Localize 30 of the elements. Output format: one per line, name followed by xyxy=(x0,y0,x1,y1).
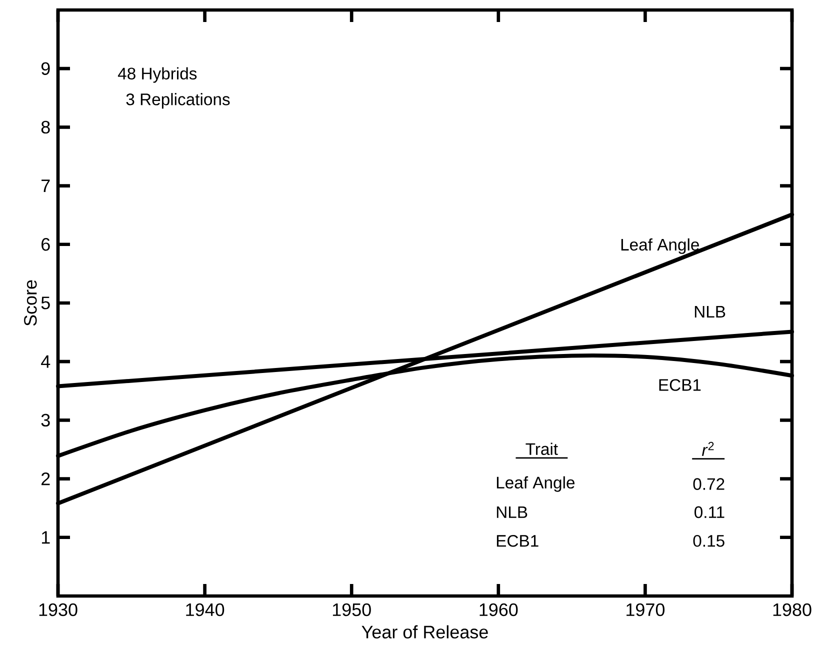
y-tick-label: 4 xyxy=(41,355,50,368)
y-tick-label: 7 xyxy=(42,180,50,192)
x-axis-title: Year of Release xyxy=(362,625,488,638)
annotation: 0.11 xyxy=(694,506,724,518)
annotation: NLB xyxy=(496,506,528,518)
x-tick-label: 1960 xyxy=(480,603,518,616)
y-tick-label: 5 xyxy=(41,296,50,310)
annotation: Trait xyxy=(526,442,558,456)
annotation: 3 Replications xyxy=(126,93,230,109)
y-tick-label: 3 xyxy=(41,414,50,427)
annotation: Leaf Angle xyxy=(496,476,575,492)
annotation: r$^{2}$ xyxy=(702,442,714,456)
x-tick-label: 1950 xyxy=(332,603,371,616)
y-tick-label: 2 xyxy=(42,472,50,486)
y-tick-label: 1 xyxy=(42,531,50,544)
annotation: 0.15 xyxy=(693,535,724,547)
x-tick-label: 1930 xyxy=(39,603,78,616)
series-label: NLB xyxy=(694,306,726,318)
annotation: 48 Hybrids xyxy=(118,67,197,83)
y-tick-label: 8 xyxy=(41,120,50,134)
series-label: ECB1 xyxy=(659,379,701,391)
series-label: Leaf Angle xyxy=(621,238,699,254)
annotation: ECB1 xyxy=(496,535,538,547)
x-tick-label: 1970 xyxy=(626,603,665,616)
annotation: 0.72 xyxy=(693,478,724,490)
y-tick-label: 6 xyxy=(42,238,50,251)
x-tick-label: 1980 xyxy=(773,603,812,616)
y-axis-title: Score xyxy=(24,280,37,326)
y-tick-label: 9 xyxy=(41,62,50,75)
x-tick-label: 1940 xyxy=(186,603,224,616)
